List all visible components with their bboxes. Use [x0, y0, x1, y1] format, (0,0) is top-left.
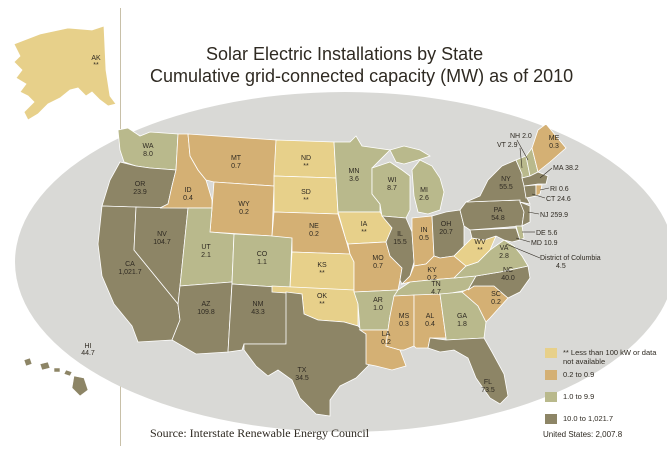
label-NM: NM 43.3 — [251, 301, 265, 316]
label-MT: MT 0.7 — [231, 155, 242, 170]
label-ND: ND ** — [301, 155, 311, 170]
legend-label-low: 0.2 to 0.9 — [563, 370, 595, 379]
label-MO: MO 0.7 — [372, 255, 384, 270]
map-title: Solar Electric Installations by State — [206, 44, 484, 64]
map-legend: ** Less than 100 kW or data not availabl… — [545, 348, 663, 436]
legend-item-low: 0.2 to 0.9 — [545, 370, 663, 392]
state-AZ — [171, 281, 233, 355]
state-NM — [227, 283, 291, 353]
label-AK: AK ** — [91, 55, 101, 69]
label-CO: CO 1.1 — [257, 251, 268, 266]
state-IL — [381, 215, 415, 285]
label-WI: WI 8.7 — [387, 177, 397, 192]
callout-labels: NH 2.0 VT 2.9 MA 38.2 RI 0.6 CT 24.6 NJ … — [497, 133, 601, 270]
state-ME — [531, 123, 567, 173]
label-MA: MA 38.2 — [553, 165, 579, 172]
us-total-note: United States: 2,007.8 — [543, 430, 623, 439]
state-AK — [13, 25, 117, 121]
legend-item-high: 10.0 to 1,021.7 — [545, 414, 663, 436]
legend-swatch-high — [545, 414, 557, 424]
label-NE: NE 0.2 — [309, 223, 319, 238]
label-SD: SD ** — [301, 189, 311, 204]
label-OH: OH 20.7 — [439, 221, 453, 236]
state-DE — [515, 225, 525, 241]
state-RI — [535, 184, 543, 197]
legend-item-mid: 1.0 to 9.9 — [545, 392, 663, 414]
legend-swatch-none — [545, 348, 557, 358]
label-DE: DE 5.6 — [536, 230, 558, 237]
label-OK: OK ** — [317, 293, 327, 308]
state-MI — [411, 159, 445, 215]
label-OR: OR 23.9 — [133, 181, 147, 196]
leader-lines — [505, 139, 553, 259]
label-UT: UT 2.1 — [201, 244, 211, 259]
label-KS: KS ** — [317, 262, 327, 277]
label-NH: NH 2.0 — [510, 133, 532, 140]
legend-swatch-low — [545, 370, 557, 380]
label-ME: ME 0.3 — [549, 135, 560, 150]
label-AZ: AZ 109.8 — [197, 301, 215, 316]
state-WI — [371, 161, 411, 219]
label-NY: NY 55.5 — [499, 176, 513, 191]
legend-label-high: 10.0 to 1,021.7 — [563, 414, 614, 423]
label-LA: LA 0.2 — [381, 331, 391, 346]
label-RI: RI 0.6 — [550, 186, 569, 193]
label-KY: KY 0.2 — [427, 267, 437, 282]
label-AL: AL 0.4 — [425, 313, 435, 328]
legend-label-none: ** Less than 100 kW or data not availabl… — [563, 348, 657, 366]
label-IA: IA ** — [361, 221, 368, 236]
label-FL: FL 73.5 — [481, 379, 495, 394]
label-IL: IL 15.5 — [393, 231, 407, 246]
label-MS: MS 0.3 — [399, 313, 410, 328]
legend-item-none: ** Less than 100 kW or data not availabl… — [545, 348, 663, 370]
source-note: Source: Interstate Renewable Energy Coun… — [150, 426, 370, 440]
state-HI — [23, 357, 89, 397]
label-MD: MD 10.9 — [531, 240, 558, 247]
label-WV: WV ** — [474, 239, 486, 254]
state-labels: AK ** WA 8.0 OR 23.9 CA 1,021.7 NV 104.7 ID 0.… — [91, 55, 559, 394]
map-subtitle: Cumulative grid-connected capacity (MW) … — [150, 66, 574, 86]
label-IN: IN 0.5 — [419, 227, 429, 242]
label-CT: CT 24.6 — [546, 196, 571, 203]
hawaii-label: HI 44.7 — [81, 343, 95, 357]
label-NV: NV 104.7 — [153, 231, 171, 246]
label-GA: GA 1.8 — [457, 313, 467, 328]
label-AR: AR 1.0 — [373, 297, 383, 312]
legend-swatch-mid — [545, 392, 557, 402]
label-PA: PA 54.8 — [491, 207, 505, 222]
label-HI: HI 44.7 — [81, 343, 95, 357]
state-MI-upper-peninsula — [389, 145, 431, 165]
label-MN: MN 3.6 — [349, 168, 360, 183]
label-TX: TX 34.5 — [295, 367, 309, 382]
state-FL — [427, 337, 509, 405]
label-NC: NC 40.0 — [501, 267, 515, 282]
label-WY: WY 0.2 — [238, 201, 250, 216]
label-SC: SC 0.2 — [491, 291, 501, 306]
state-TX — [243, 291, 371, 417]
label-DC: District of Columbia 4.5 — [540, 255, 601, 270]
label-VA: VA 2.8 — [499, 245, 509, 260]
label-ID: ID 0.4 — [183, 187, 193, 202]
label-MI: MI 2.6 — [419, 187, 429, 202]
label-VT: VT 2.9 — [497, 142, 518, 149]
legend-label-mid: 1.0 to 9.9 — [563, 392, 595, 401]
label-NJ: NJ 259.9 — [540, 212, 568, 219]
label-CA: CA 1,021.7 — [118, 261, 141, 276]
state-NJ — [519, 201, 531, 227]
label-TN: TN 4.7 — [431, 281, 441, 296]
state-CT — [523, 184, 537, 199]
label-WA: WA 8.0 — [142, 143, 153, 158]
